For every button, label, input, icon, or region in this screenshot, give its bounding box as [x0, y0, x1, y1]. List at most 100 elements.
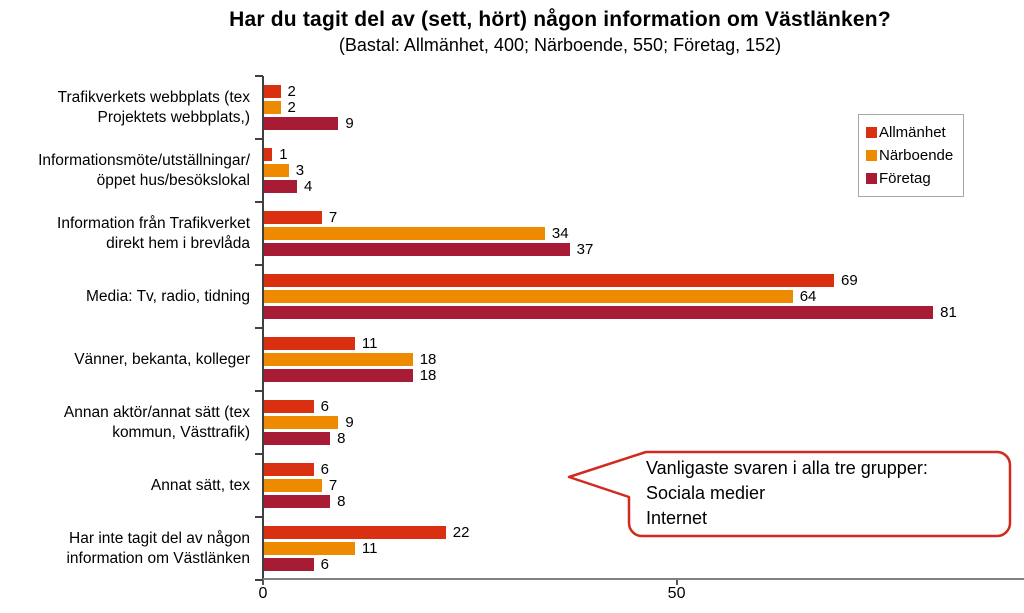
- category-label: Har inte tagit del av någon information …: [66, 530, 250, 567]
- bar-foretag: [264, 495, 331, 508]
- bar-value-label: 34: [551, 225, 569, 242]
- bar-line: 22: [264, 524, 1024, 541]
- bar-line: 37: [264, 241, 1024, 258]
- bar-chart: Trafikverkets webbplats (tex Projektets …: [0, 75, 1024, 602]
- bar-line: 18: [264, 351, 1024, 368]
- bar-value-label: 69: [841, 272, 858, 289]
- bar-value-label: 8: [337, 493, 346, 510]
- bar-value-label: 1: [279, 146, 288, 163]
- bar-value-label: 18: [419, 351, 437, 368]
- y-tick: [255, 138, 263, 140]
- bar-value-label: 64: [799, 288, 817, 305]
- bar-line: 18: [264, 367, 1024, 384]
- bar-foretag: [264, 369, 413, 382]
- category-label: Trafikverkets webbplats (tex Projektets …: [57, 89, 250, 126]
- bar-narboende: [264, 290, 793, 303]
- chart-header: Har du tagit del av (sett, hört) någon i…: [96, 8, 1024, 56]
- legend-marker-narboende: [866, 150, 877, 161]
- bar-value-label: 6: [320, 398, 329, 415]
- x-tick-label: 50: [667, 585, 686, 602]
- bar-value-label: 7: [328, 477, 338, 494]
- bar-narboende: [264, 164, 289, 177]
- bar-foretag: [264, 243, 570, 256]
- category-label: Informationsmöte/utställningar/ öppet hu…: [38, 152, 250, 189]
- bar-value-label: 6: [320, 461, 329, 478]
- bar-narboende: [264, 542, 355, 555]
- bar-value-label: 2: [287, 83, 296, 100]
- bar-foretag: [264, 117, 339, 130]
- chart-subtitle: (Bastal: Allmänhet, 400; Närboende, 550;…: [338, 35, 782, 55]
- chart-title: Har du tagit del av (sett, hört) någon i…: [229, 8, 891, 31]
- callout-bubble-outline: [567, 450, 1012, 538]
- bar-value-label: 37: [576, 241, 594, 258]
- bar-value-label: 11: [361, 335, 378, 352]
- bar-line: 69: [264, 272, 1024, 289]
- bar-allmanhet: [264, 148, 273, 161]
- bar-value-label: 8: [337, 430, 346, 447]
- bar-narboende: [264, 416, 339, 429]
- bar-value-label: 7: [328, 209, 338, 226]
- bar-line: 3: [264, 162, 1024, 179]
- y-tick: [255, 579, 263, 581]
- bar-line: 2: [264, 100, 1024, 115]
- bar-line: 34: [264, 225, 1024, 242]
- bar-allmanhet: [264, 337, 355, 350]
- bar-foretag: [264, 306, 934, 319]
- bar-foretag: [264, 180, 298, 193]
- category-label: Information från Trafikverket direkt hem…: [57, 215, 250, 252]
- legend-item-narboende: Närboende: [866, 147, 956, 164]
- bar-value-label: 18: [419, 367, 437, 384]
- chart-row: Vänner, bekanta, kolleger 11 18 18: [0, 328, 1024, 391]
- bar-value-label: 9: [345, 115, 354, 132]
- x-axis: [263, 578, 1024, 580]
- bar-allmanhet: [264, 526, 446, 539]
- bar-line: 11: [264, 335, 1024, 352]
- category-label: Vänner, bekanta, kolleger: [74, 350, 250, 368]
- bar-allmanhet: [264, 463, 314, 476]
- legend: Allmänhet Närboende Företag: [858, 114, 964, 197]
- category-label: Annan aktör/annat sätt (tex kommun, Väst…: [63, 404, 250, 441]
- bar-line: 6: [264, 461, 1024, 478]
- bar-line: 8: [264, 430, 1024, 447]
- bar-value-label: 81: [940, 304, 957, 321]
- chart-row: Annan aktör/annat sätt (tex kommun, Väst…: [0, 391, 1024, 454]
- chart-row: Har inte tagit del av någon information …: [0, 517, 1024, 580]
- y-tick: [255, 390, 263, 392]
- bar-allmanhet: [264, 400, 314, 413]
- callout-text: Vanligaste svaren i alla tre grupper: So…: [646, 458, 928, 528]
- bar-line: 8: [264, 493, 1024, 510]
- y-tick: [255, 264, 263, 266]
- bar-line: 11: [264, 540, 1024, 557]
- bar-line: 81: [264, 304, 1024, 321]
- chart-row: Media: Tv, radio, tidning 69 64 81: [0, 265, 1024, 328]
- legend-marker-foretag: [866, 173, 877, 184]
- bar-value-label: 3: [295, 162, 305, 179]
- chart-rows: Trafikverkets webbplats (tex Projektets …: [0, 76, 1024, 580]
- bar-allmanhet: [264, 85, 281, 98]
- category-label: Media: Tv, radio, tidning: [86, 287, 250, 305]
- chart-row: Informationsmöte/utställningar/ öppet hu…: [0, 139, 1024, 202]
- legend-label: Allmänhet: [879, 124, 946, 141]
- y-axis: [262, 76, 264, 580]
- bar-value-label: 9: [345, 414, 354, 431]
- legend-marker-allmanhet: [866, 127, 877, 138]
- y-tick: [255, 453, 263, 455]
- bar-value-label: 11: [361, 540, 378, 557]
- x-tick: [262, 580, 264, 585]
- callout-bubble: [567, 450, 1012, 538]
- legend-label: Närboende: [879, 147, 954, 164]
- bar-line: 1: [264, 146, 1024, 163]
- legend-label: Företag: [879, 170, 931, 187]
- category-label: Annat sätt, tex: [150, 476, 250, 494]
- bar-group: 69 64 81: [264, 265, 1024, 328]
- chart-row: Annat sätt, tex 6 7 8: [0, 454, 1024, 517]
- x-tick-label: 0: [258, 585, 268, 602]
- bar-line: 7: [264, 209, 1024, 226]
- bar-value-label: 22: [452, 524, 470, 541]
- bar-line: 9: [264, 414, 1024, 431]
